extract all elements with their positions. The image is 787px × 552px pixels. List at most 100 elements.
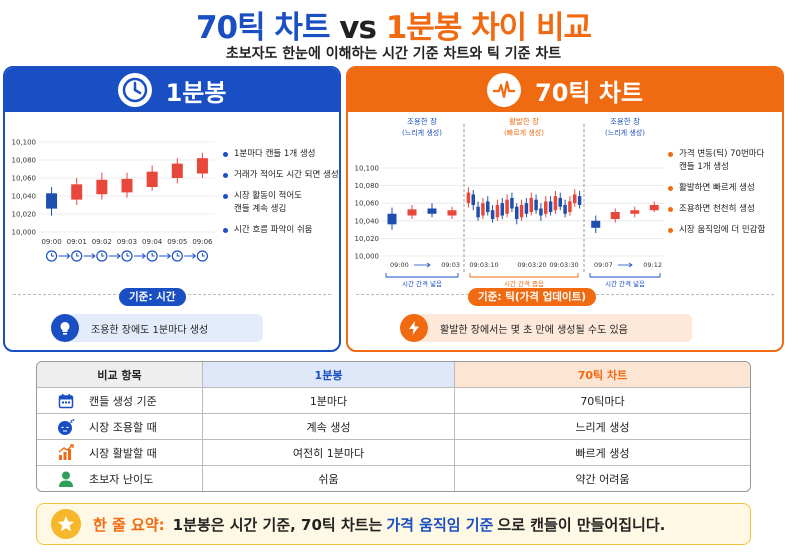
user-icon	[57, 470, 75, 488]
candle-body	[539, 208, 543, 216]
row-label: 시장 활발할 때	[89, 446, 157, 460]
candle-body	[486, 201, 490, 212]
candle-body	[447, 210, 457, 216]
svg-text:z: z	[73, 418, 75, 422]
header-minute: 1분봉	[203, 362, 455, 387]
x-tick-label: 09:00	[390, 261, 409, 269]
candle-body	[96, 179, 108, 195]
candle-body	[610, 212, 620, 220]
tick-candlestick-chart: 10,100 10,080 10,060 10,040 10,020 10,000 조용한 …	[355, 116, 664, 288]
zone-bracket	[589, 273, 661, 278]
table-header-row: 비교 항목 1분봉 70틱 차트	[37, 362, 750, 387]
zone-label: 활발한 장	[509, 116, 539, 126]
time-arrow-head	[426, 262, 431, 268]
candle-body	[519, 204, 524, 218]
candle-body	[500, 203, 504, 216]
table-row: z z 시장 조용할 때 계속 생성 느리게 생성	[37, 413, 750, 439]
cell-tick: 70틱마다	[580, 394, 625, 408]
x-tick-label: 09:03	[117, 238, 137, 246]
bullet-item: 시장 움직임에 더 민감함	[668, 224, 782, 237]
clock-icon	[45, 250, 58, 262]
candle-body	[146, 171, 158, 187]
bullet-item: 활발하면 빠르게 생성	[668, 182, 782, 195]
minute-chart-panel: 1분봉 10,100 10,080 10,060 10,040 10,020 10,000…	[3, 66, 341, 352]
minute-candlestick-chart: 10,100 10,080 10,060 10,040 10,020 10,000 09:0…	[12, 139, 215, 262]
tick-note: 활발한 장에서는 몇 초 만에 생성될 수도 있음	[400, 314, 692, 342]
lightning-icon	[400, 314, 428, 342]
candle-body	[490, 210, 495, 220]
header-item: 비교 항목	[37, 362, 203, 387]
zone-bottom-label: 시간 간격 넓음	[605, 279, 645, 288]
y-tick-label: 10,040	[355, 217, 380, 225]
y-tick-label: 10,060	[12, 175, 37, 183]
zone-bracket	[469, 273, 579, 278]
minute-panel-header: 1분봉	[5, 68, 339, 112]
svg-text:z: z	[70, 419, 73, 425]
x-tick-label: 09:02	[92, 238, 112, 246]
minute-note: 조용한 장에도 1분마다 생성	[51, 314, 263, 342]
x-tick-label: 09:07	[594, 261, 613, 269]
x-tick-label: 09:03	[441, 261, 460, 269]
candle-body	[171, 163, 183, 178]
zone-label: 조용한 장	[610, 116, 640, 126]
candle-body	[544, 201, 548, 214]
candle-body	[524, 203, 529, 214]
time-arrow-head	[628, 262, 633, 268]
title-tick-chart: 70틱 차트	[195, 10, 330, 46]
table-row: 시장 활발할 때 여전히 1분마다 빠르게 생성	[37, 439, 750, 465]
cell-minute: 계속 생성	[203, 414, 455, 439]
clock-icon	[96, 250, 108, 262]
summary-text-2: 으로 캔들이 만들어집니다.	[497, 515, 666, 534]
x-tick-label: 09:04	[142, 238, 163, 246]
candle-body	[568, 201, 572, 212]
tick-chart-panel: 70틱 차트 10,100 10,080 10,060 10,040 10,020 10,…	[346, 66, 784, 352]
bullet-item: 시장 활동이 적어도 캔들 계속 생김	[223, 190, 339, 216]
candle-body	[630, 210, 640, 214]
candle-body	[196, 158, 208, 174]
candle-body	[505, 199, 509, 214]
page-title: 70틱 차트 vs 1분봉 차이 비교	[0, 2, 787, 47]
candle-body	[476, 206, 480, 218]
candle-body	[577, 196, 582, 205]
candle-body	[563, 204, 567, 214]
row-label: 캔들 생성 기준	[89, 394, 157, 408]
arrow-icon	[58, 253, 71, 259]
arrow-icon	[134, 253, 146, 259]
x-tick-label: 09:05	[167, 238, 187, 246]
page-subtitle: 초보자도 한눈에 이해하는 시간 기준 차트와 틱 기준 차트	[225, 46, 562, 62]
clock-icon	[71, 250, 83, 262]
arrow-icon	[159, 253, 172, 259]
minute-bullets: 1분마다 캔들 1개 생성 거래가 적어도 시간 되면 생성 시장 활동이 적어…	[223, 148, 339, 245]
minute-basis-badge: 기준: 시간	[119, 288, 186, 306]
bullet-item: 시간 흐름 파악이 쉬움	[223, 224, 339, 237]
candle-body	[553, 196, 558, 211]
y-tick-label: 10,100	[12, 139, 37, 147]
y-tick-label: 10,100	[355, 165, 380, 173]
x-tick-label: 09:03:30	[549, 261, 578, 269]
lightbulb-icon	[51, 314, 79, 342]
candle-body	[548, 201, 553, 212]
x-tick-label: 09:00	[41, 238, 61, 246]
clock-icon	[196, 250, 209, 262]
cell-tick: 약간 어려움	[575, 472, 630, 486]
cell-minute: 1분마다	[203, 388, 455, 413]
tick-panel-title: 70틱 차트	[535, 78, 643, 107]
candle-body	[534, 199, 538, 211]
y-tick-label: 10,080	[355, 182, 380, 190]
arrow-icon	[108, 253, 121, 259]
rising-bars-icon	[57, 443, 75, 462]
zone-label: 조용한 장	[407, 116, 437, 126]
bullet-item: 거래가 적어도 시간 되면 생성	[223, 169, 339, 182]
title-minute-chart: 1분봉 차이 비교	[385, 10, 592, 46]
candle-body	[591, 220, 601, 228]
cell-tick: 빠르게 생성	[575, 446, 630, 460]
summary-text-1: 1분봉은 시간 기준, 70틱 차트는	[172, 515, 383, 534]
summary-highlight: 가격 움직임 기준	[386, 515, 494, 534]
row-label: 초보자 난이도	[89, 472, 154, 486]
clock-icon	[146, 250, 158, 262]
table-row: 캔들 생성 기준 1분마다 70틱마다	[37, 387, 750, 413]
candle-body	[649, 204, 659, 211]
bullet-item: 조용하면 천천히 생성	[668, 203, 782, 216]
table-row: 초보자 난이도 쉬움 약간 어려움	[37, 465, 750, 491]
y-tick-label: 10,060	[355, 200, 380, 208]
